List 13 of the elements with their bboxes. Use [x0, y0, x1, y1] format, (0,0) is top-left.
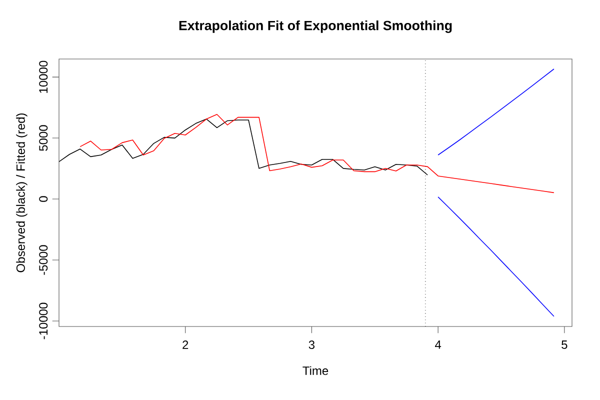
chart-title: Extrapolation Fit of Exponential Smoothing — [179, 20, 452, 33]
x-axis-title: Time — [302, 366, 328, 376]
line-series — [438, 196, 554, 317]
x-tick-label: 2 — [182, 340, 188, 349]
x-tick-label: 4 — [435, 340, 442, 349]
y-tick-label: -5000 — [39, 245, 48, 275]
y-tick-label: 10000 — [39, 60, 48, 93]
y-axis-title: Observed (black) / Fitted (red) — [16, 113, 28, 272]
x-tick-label: 3 — [308, 340, 315, 350]
x-tick-label: 5 — [562, 340, 568, 349]
y-tick-label: 5000 — [39, 125, 48, 151]
y-tick-label: -10000 — [39, 302, 48, 340]
y-tick-label: 0 — [39, 196, 48, 202]
